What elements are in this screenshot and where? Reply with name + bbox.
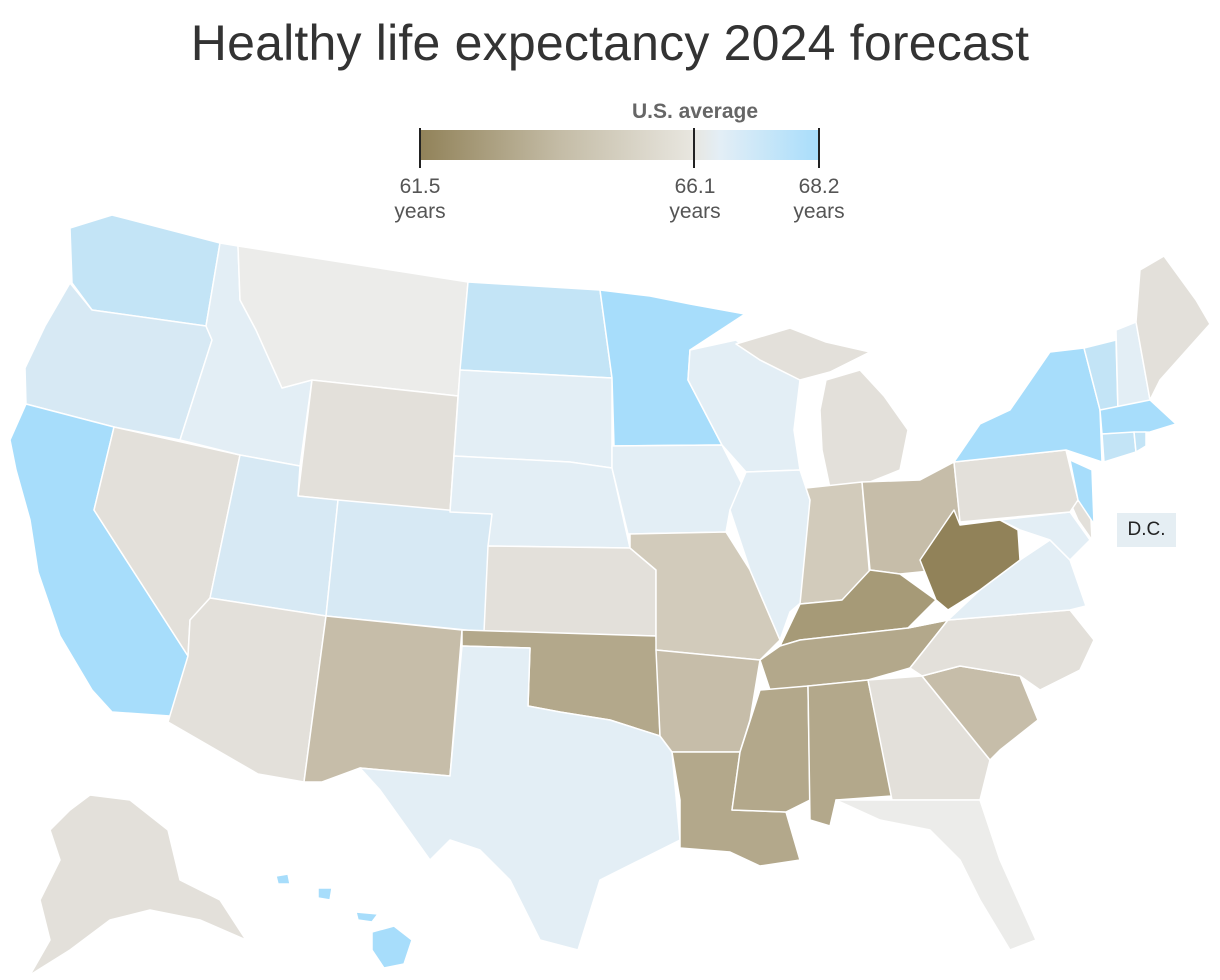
state-michigan-lower[interactable]	[819, 369, 909, 489]
legend-color-scale	[420, 130, 820, 160]
legend-average-label: U.S. average	[631, 100, 759, 123]
legend-min-label: 61.5 years	[375, 174, 465, 224]
state-rhode-island[interactable]	[1133, 431, 1147, 453]
state-connecticut[interactable]	[1101, 431, 1137, 463]
legend-min-value: 61.5	[399, 175, 441, 198]
state-arizona[interactable]	[167, 597, 327, 783]
state-florida[interactable]	[835, 799, 1037, 951]
legend-tick-average	[693, 128, 695, 168]
state-colorado[interactable]	[325, 499, 493, 633]
state-south-dakota[interactable]	[453, 369, 613, 469]
state-oregon[interactable]	[24, 282, 213, 441]
state-new-york[interactable]	[953, 347, 1103, 463]
state-iowa[interactable]	[611, 444, 746, 535]
legend-tick-min	[419, 128, 421, 168]
legend-avg-label: 66.1 years	[650, 174, 740, 224]
legend-min-unit: years	[394, 200, 446, 223]
state-hawaii-island-kauai[interactable]	[275, 873, 291, 885]
state-hawaii[interactable]	[371, 925, 413, 969]
state-kansas[interactable]	[483, 545, 657, 637]
legend-avg-unit: years	[669, 200, 721, 223]
state-new-mexico[interactable]	[303, 615, 463, 783]
state-north-dakota[interactable]	[459, 281, 613, 379]
state-alaska[interactable]	[29, 794, 247, 976]
legend-max-unit: years	[793, 200, 845, 223]
state-new-jersey[interactable]	[1069, 459, 1095, 525]
legend-max-label: 68.2 years	[774, 174, 864, 224]
chart-title: Healthy life expectancy 2024 forecast	[190, 15, 1030, 71]
state-hawaii-island-oahu[interactable]	[317, 887, 333, 901]
state-hawaii-island-maui[interactable]	[355, 911, 379, 923]
state-massachusetts[interactable]	[1099, 399, 1177, 435]
state-georgia[interactable]	[867, 675, 991, 801]
state-pennsylvania[interactable]	[953, 449, 1079, 523]
state-illinois[interactable]	[729, 469, 811, 641]
state-texas[interactable]	[359, 645, 681, 951]
dc-label: D.C.	[1117, 513, 1176, 547]
legend-avg-value: 66.1	[674, 175, 716, 198]
state-michigan-upper[interactable]	[735, 327, 871, 381]
state-wyoming[interactable]	[297, 379, 459, 513]
legend-max-value: 68.2	[798, 175, 840, 198]
legend-tick-max	[818, 128, 820, 168]
state-maine[interactable]	[1135, 255, 1211, 401]
